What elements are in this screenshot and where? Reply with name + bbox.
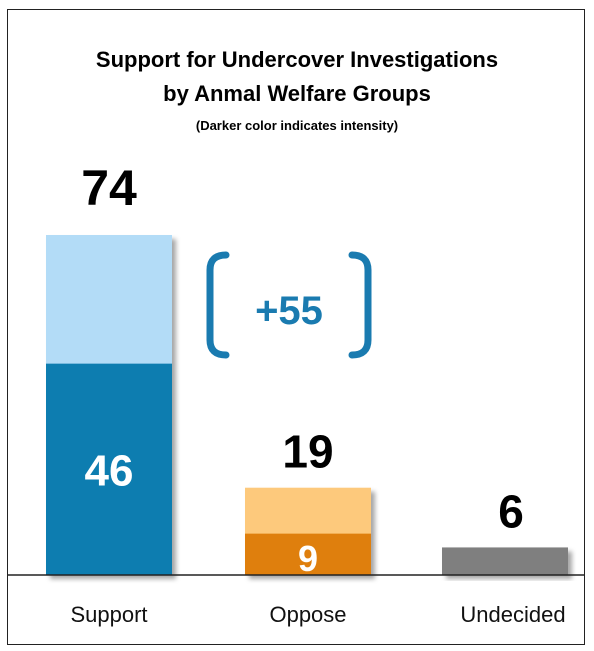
chart-subtitle: (Darker color indicates intensity) xyxy=(195,118,399,133)
support-intense-label: 46 xyxy=(85,446,134,495)
support-intense-bar xyxy=(46,363,172,575)
support-total-label: 74 xyxy=(81,160,137,216)
undecided-total-bar xyxy=(442,547,568,575)
oppose-bar-group xyxy=(245,487,371,575)
oppose-intense-label: 9 xyxy=(298,538,318,579)
support-bar-group xyxy=(46,235,172,575)
oppose-intense-bar xyxy=(245,533,371,575)
undecided-bar-group xyxy=(442,547,568,575)
support-category-label: Support xyxy=(70,602,147,627)
chart-title: Support for Undercover Investigations xyxy=(95,47,499,72)
chart-title-line2: by Anmal Welfare Groups xyxy=(163,81,431,106)
margin-label: +55 xyxy=(255,289,323,333)
margin-bracket-right xyxy=(348,251,372,359)
undecided-total-label: 6 xyxy=(498,485,524,537)
margin-bracket-left xyxy=(206,251,230,359)
undecided-category-label: Undecided xyxy=(460,602,565,627)
oppose-total-label: 19 xyxy=(282,426,333,478)
oppose-category-label: Oppose xyxy=(269,602,346,627)
